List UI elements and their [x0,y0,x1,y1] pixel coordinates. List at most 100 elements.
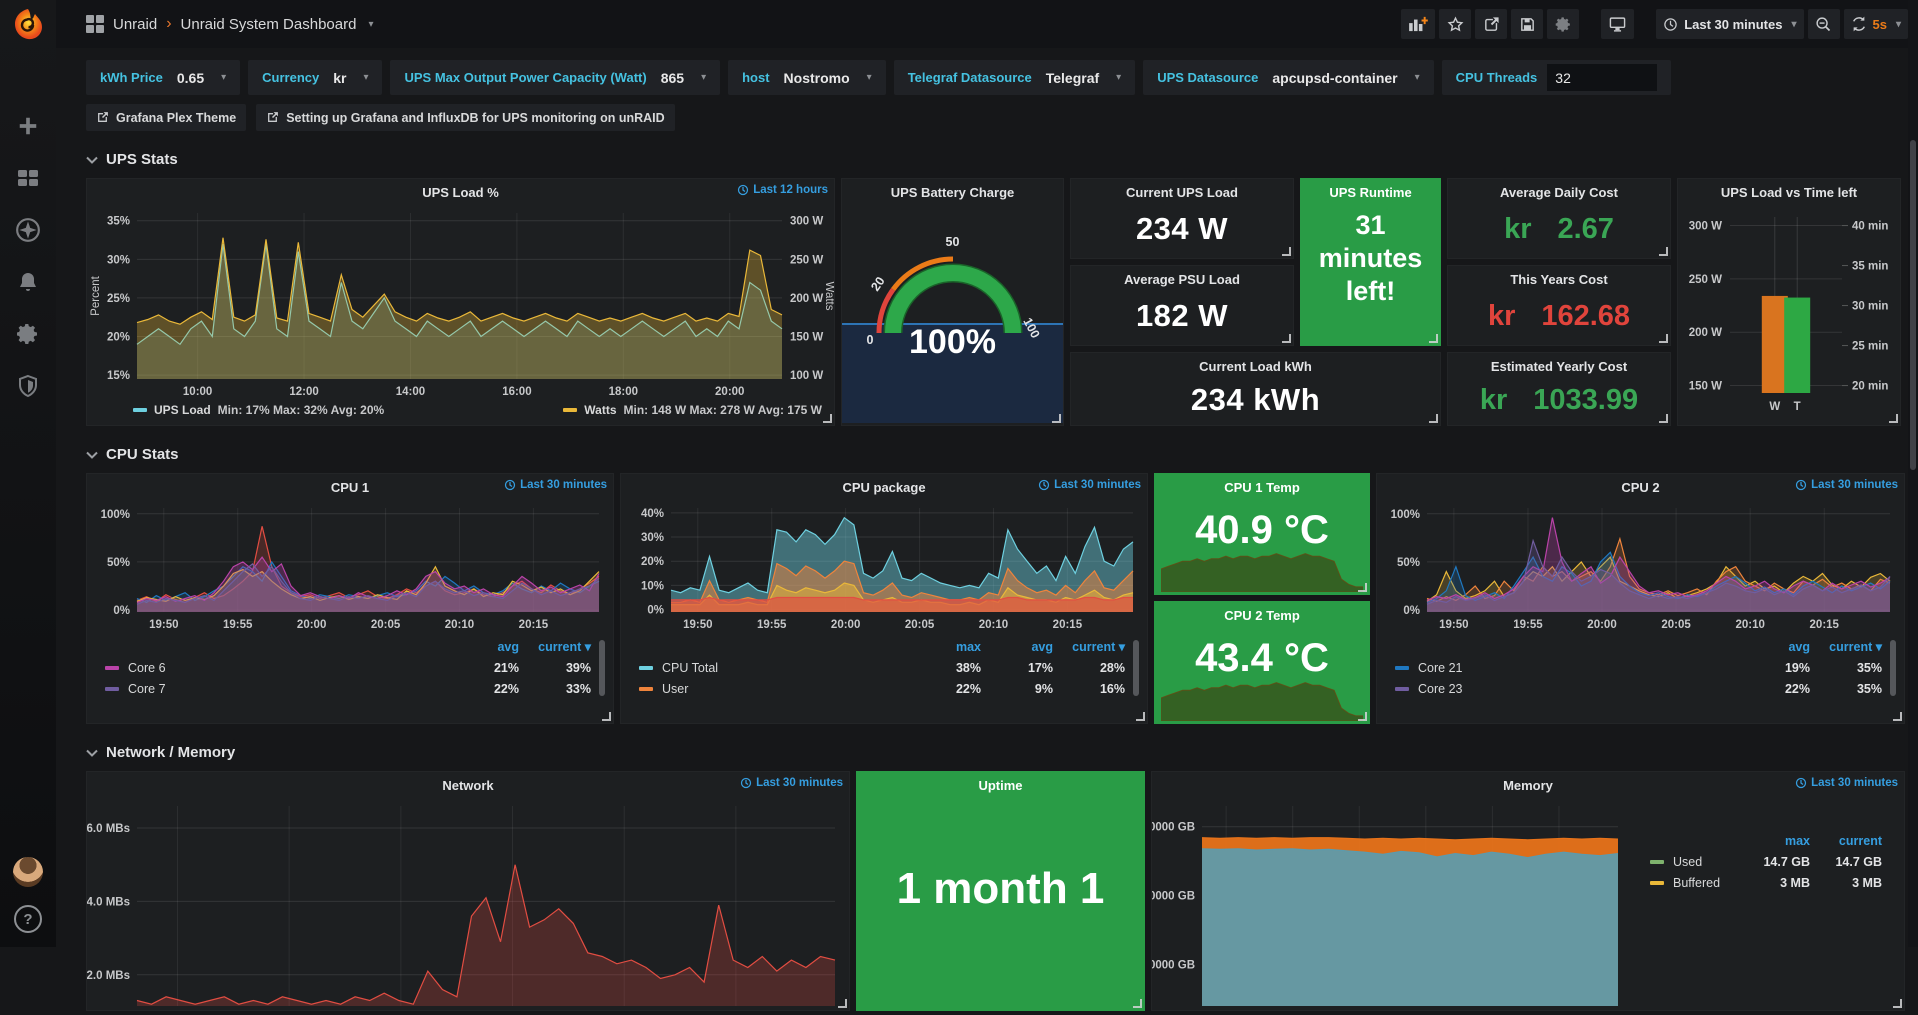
sidebar-item-alerting[interactable] [0,256,56,308]
panel-title[interactable]: UPS Load vs Time left [1720,184,1858,200]
svg-text:Percent: Percent [90,275,102,315]
panel-title[interactable]: UPS Load % [422,184,499,200]
link-ups-monitoring-guide[interactable]: Setting up Grafana and InfluxDB for UPS … [256,104,675,131]
cycle-view-mode-button[interactable] [1601,9,1635,39]
refresh-picker[interactable]: 5s ▾ [1843,9,1908,39]
cpu-threads-input[interactable] [1547,64,1658,91]
scrollbar-thumb[interactable] [1910,140,1916,470]
panel-current-ups-load: Current UPS Load 234 W [1070,178,1294,259]
user-avatar[interactable] [13,857,43,887]
legend-scrollbar[interactable] [599,640,605,696]
svg-text:19:55: 19:55 [223,619,253,631]
cpu2-chart[interactable]: 0% 50% 100% 19:50 19:55 20:00 20:05 20:10 20:15 [1377,500,1904,634]
variable-kwh-price[interactable]: kWh Price 0.65 ▾ [86,60,241,95]
memory-chart[interactable]: 50.000000 GB 60.000000 GB 70.000000 GB [1120,798,1632,1010]
panel-title[interactable]: This Years Cost [1510,271,1608,287]
legend-scrollbar[interactable] [1133,640,1139,696]
svg-text:T: T [1794,401,1801,413]
cpu-package-chart[interactable]: 0% 10% 20% 30% 40% 19:50 19:55 20:00 20:05 20:10 2… [621,500,1147,634]
panel-title[interactable]: UPS Runtime [1329,184,1412,200]
star-dashboard-button[interactable] [1439,9,1472,39]
legend-col-max[interactable]: max [955,639,981,654]
legend-series-Core 7[interactable]: Core 7 [105,682,447,696]
time-range-label: Last 30 minutes [1684,16,1783,32]
legend-value: 22% [1784,681,1810,696]
panel-title[interactable]: CPU 1 [330,479,370,495]
legend-series-Used[interactable]: Used [1650,855,1738,869]
top-navbar: Unraid › Unraid System Dashboard ▾ Last … [56,0,1918,48]
legend-series-User[interactable]: User [639,682,909,696]
breadcrumb-dashboard[interactable]: Unraid System Dashboard [180,15,357,33]
legend-series-Core 6[interactable]: Core 6 [105,661,447,675]
panel-title[interactable]: Current Load kWh [1199,358,1312,374]
panel-title[interactable]: Current UPS Load [1126,184,1238,200]
zoom-out-time-button[interactable] [1807,9,1840,39]
dashboard-links-row: Grafana Plex Theme Setting up Grafana an… [86,104,1905,131]
legend-col-current[interactable]: current ▾ [538,640,591,654]
legend-series-Buffered[interactable]: Buffered [1650,876,1738,890]
legend-col-avg[interactable]: avg [1788,639,1810,654]
dashboard-settings-button[interactable] [1547,9,1580,39]
svg-text:20:05: 20:05 [905,619,935,631]
legend-col-current[interactable]: current ▾ [1072,640,1125,654]
network-chart[interactable]: 2.0 MBs 4.0 MBs 6.0 MBs [87,798,849,1010]
panel-title[interactable]: UPS Battery Charge [890,184,1015,200]
variable-ups-max-output[interactable]: UPS Max Output Power Capacity (Watt) 865… [390,60,721,95]
legend-col-avg[interactable]: avg [497,639,519,654]
dashboard-dropdown-caret[interactable]: ▾ [368,18,374,30]
link-grafana-plex-theme[interactable]: Grafana Plex Theme [86,104,247,131]
sidebar-item-server-admin[interactable] [0,360,56,412]
section-header-ups-stats[interactable]: UPS Stats [86,151,1905,168]
legend-col-max[interactable]: max [1784,833,1810,848]
load-vs-time-chart[interactable]: 150 W 200 W 250 W 300 W 20 min 25 min 30 min 35… [1678,205,1900,419]
sidebar-item-dashboards[interactable] [0,152,56,204]
panel-title[interactable]: Memory [1503,777,1553,793]
legend-series-Core 21[interactable]: Core 21 [1395,661,1738,675]
add-panel-button[interactable] [1401,9,1436,39]
section-header-cpu-stats[interactable]: CPU Stats [86,446,1905,463]
dashboard-grid-icon[interactable] [86,15,104,33]
panel-title[interactable]: Average PSU Load [1124,271,1240,287]
legend-scrollbar[interactable] [1890,640,1896,696]
share-dashboard-button[interactable] [1475,9,1508,39]
legend-item-watts[interactable]: Watts Min: 148 W Max: 278 W Avg: 175 W [563,403,822,417]
cpu1-chart[interactable]: 0% 50% 100% 19:50 19:55 20:00 20:05 20:10 20:15 [87,500,613,634]
grafana-logo[interactable] [0,0,56,48]
panel-title[interactable]: Uptime [978,777,1023,793]
sidebar-item-create[interactable] [0,100,56,152]
section-header-network-memory[interactable]: Network / Memory [86,744,1905,761]
svg-text:20:10: 20:10 [1735,619,1764,631]
panel-title[interactable]: CPU 2 Temp [1224,607,1300,623]
bell-icon [20,273,36,291]
variable-host[interactable]: host Nostromo ▾ [728,60,886,95]
svg-text:10:00: 10:00 [183,386,212,398]
legend-col-avg[interactable]: avg [1031,639,1053,654]
panel-title[interactable]: CPU 1 Temp [1224,479,1300,495]
legend-col-current[interactable]: current [1838,833,1882,848]
section-title: CPU Stats [106,446,179,463]
variable-currency[interactable]: Currency kr ▾ [248,60,383,95]
variable-telegraf-datasource[interactable]: Telegraf Datasource Telegraf ▾ [893,60,1136,95]
variable-ups-datasource[interactable]: UPS Datasource apcupsd-container ▾ [1143,60,1434,95]
sidebar-item-configuration[interactable] [0,308,56,360]
legend-item-ups-load[interactable]: UPS Load Min: 17% Max: 32% Avg: 20% [133,403,384,417]
help-icon[interactable]: ? [14,905,42,933]
page-scrollbar [1908,0,1918,947]
ups-load-chart[interactable]: 15% 20% 25% 30% 35% 100 W 150 W 200 W 250 W 300 W… [87,205,835,401]
panel-title[interactable]: Average Daily Cost [1499,184,1618,200]
sidebar-item-explore[interactable] [0,204,56,256]
save-dashboard-button[interactable] [1511,9,1544,39]
svg-text:300 W: 300 W [790,216,823,228]
panel-title[interactable]: Network [442,777,494,793]
svg-text:19:50: 19:50 [683,619,712,631]
legend-col-current[interactable]: current ▾ [1829,640,1882,654]
panel-title[interactable]: Estimated Yearly Cost [1490,358,1628,374]
svg-text:200 W: 200 W [1689,327,1722,339]
panel-title[interactable]: CPU package [842,479,926,495]
panel-title[interactable]: CPU 2 [1621,479,1660,495]
time-range-picker[interactable]: Last 30 minutes ▾ [1656,9,1804,39]
legend-series-Core 23[interactable]: Core 23 [1395,682,1738,696]
svg-text:16:00: 16:00 [502,386,531,398]
legend-series-CPU Total[interactable]: CPU Total [639,661,909,675]
breadcrumb-folder[interactable]: Unraid [113,15,158,33]
